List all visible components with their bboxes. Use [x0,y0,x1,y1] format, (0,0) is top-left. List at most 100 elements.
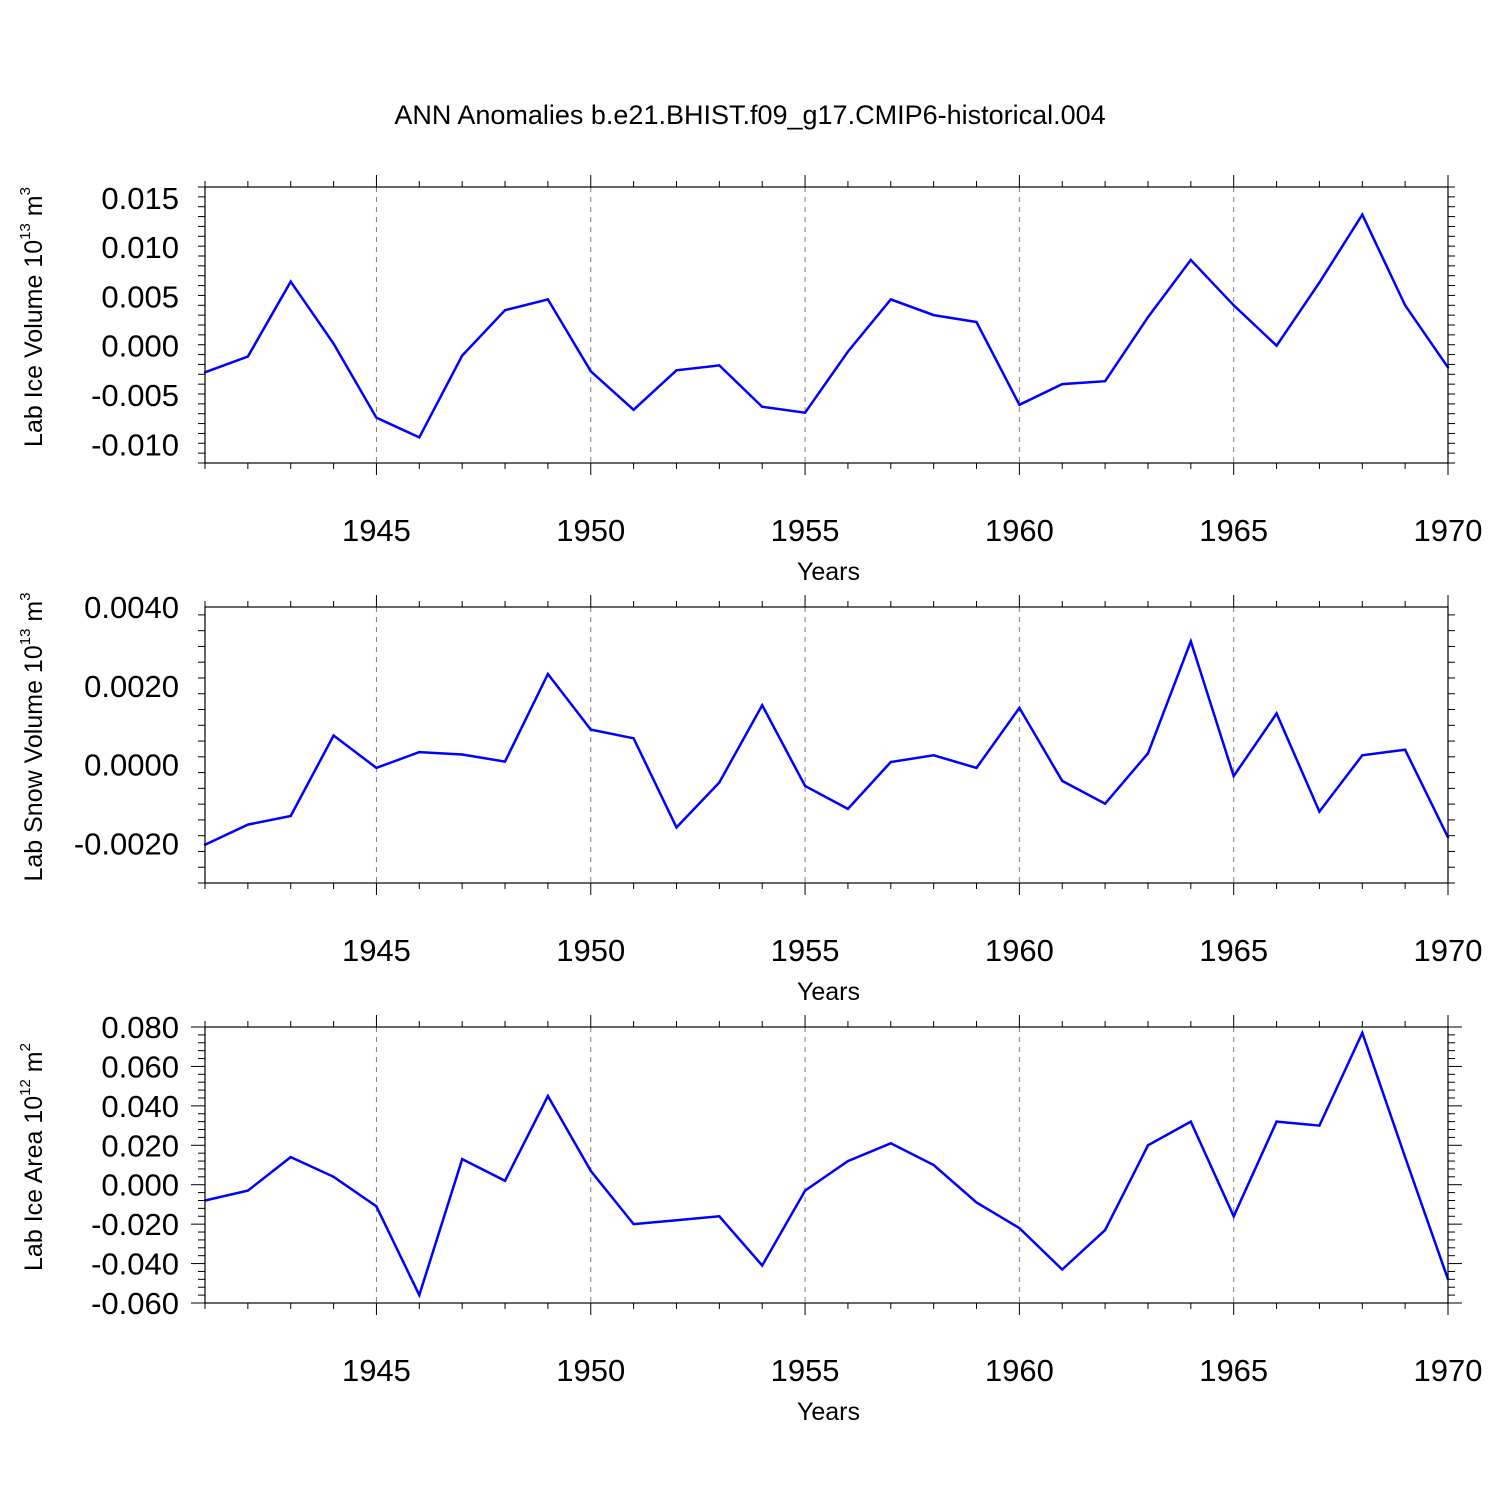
data-point [332,734,335,737]
y-axis-label-part: Lab Ice Area 10 [20,1096,48,1271]
data-point [1275,1120,1278,1123]
data-point [332,342,335,345]
panel-1: -0.010 -0.005 0.000 0.005 0.010 0.015 1945 1950… [17,175,1482,586]
data-point [1189,258,1193,262]
data-point [889,298,892,301]
y-axis-label-part: Lab Ice Volume 10 [20,240,48,447]
data-point [375,766,378,770]
data-point [632,408,635,411]
y-tick-label: -0.020 [91,1207,179,1242]
data-point [1061,1268,1064,1271]
data-point [589,370,592,373]
data-point [246,355,250,358]
x-axis-label: Years [797,1398,860,1426]
y-tick-label: 0.0040 [84,590,179,625]
x-tick-label: 1970 [1414,933,1483,968]
data-point [675,1219,678,1222]
data-point [1318,281,1321,284]
data-point [846,807,850,811]
data-point [418,750,421,754]
data-point [1403,748,1407,751]
y-tick-label: 0.015 [101,181,179,216]
data-point [675,369,678,372]
y-axis-label-part: m [20,195,48,223]
data-point [932,313,935,317]
data-point [589,1169,592,1173]
y-tick-label: 0.000 [101,329,179,364]
data-point [246,823,250,826]
panel-3: -0.060 -0.040 -0.020 0.000 0.020 0.040 0.060 0.… [17,1010,1482,1426]
y-axis-label-part: 12 [17,1079,34,1096]
x-tick-label: 1945 [342,1353,411,1388]
data-point [246,1189,250,1192]
y-axis-label-part: 3 [17,187,34,195]
data-point [289,1155,292,1159]
data-point [1232,304,1235,307]
data-point [1018,403,1021,407]
x-tick-label: 1965 [1199,513,1268,548]
y-tick-label: 0.040 [101,1089,179,1124]
y-axis-label: Lab Snow Volume 1013 m3 [17,592,48,881]
data-point [975,766,978,770]
data-point [1061,779,1064,783]
data-point [632,737,635,740]
data-point [1232,774,1235,778]
data-point [418,1293,421,1297]
x-tick-label: 1955 [771,513,840,548]
data-point [889,760,892,764]
data-point [418,436,421,439]
y-tick-label: 0.010 [101,230,179,265]
data-point [975,1201,978,1204]
data-point [761,405,764,409]
data-point [332,1175,335,1179]
data-point [503,1179,507,1182]
data-point [1189,1120,1193,1123]
x-tick-label: 1970 [1414,513,1483,548]
x-tick-label: 1950 [556,513,625,548]
data-point [846,1159,850,1163]
x-tick-label: 1955 [771,1353,840,1388]
data-point [761,703,764,707]
data-point [846,350,850,353]
y-axis-label-part: 13 [17,629,34,646]
data-point [803,784,807,788]
data-point [932,754,935,757]
x-axis-label: Years [797,978,860,1006]
y-tick-label: -0.0020 [74,827,179,862]
y-axis-label-part: m [20,1051,48,1079]
data-point [375,1205,378,1208]
data-point [1018,706,1021,710]
x-tick-label: 1970 [1414,1353,1483,1388]
data-point [503,760,507,763]
y-axis-label: Lab Ice Area 1012 m2 [17,1043,48,1271]
series-line [204,1029,1450,1299]
y-tick-label: -0.040 [91,1247,179,1282]
data-point [1318,1124,1321,1127]
x-tick-label: 1945 [342,933,411,968]
y-tick-label: 0.060 [101,1049,179,1084]
y-tick-label: 0.0000 [84,748,179,783]
data-point [975,320,978,324]
y-tick-label: 0.080 [101,1010,179,1045]
data-point [1403,1155,1407,1159]
data-point [1361,213,1364,216]
data-point [375,416,378,419]
data-point [718,364,721,367]
data-point [1361,754,1364,757]
data-point [932,1163,935,1167]
plot-frame [204,606,1449,884]
x-tick-label: 1950 [556,1353,625,1388]
chart-title: ANN Anomalies b.e21.BHIST.f09_g17.CMIP6-… [394,100,1105,130]
y-tick-label: -0.010 [91,427,179,462]
data-point [675,826,678,829]
y-tick-label: 0.0020 [84,669,179,704]
data-point [889,1142,892,1145]
plot-frame [204,1026,1449,1304]
data-point [289,280,292,283]
data-point [460,1157,464,1161]
data-point [1189,640,1193,643]
data-point [1103,1228,1107,1232]
y-tick-label: 0.020 [101,1128,179,1163]
x-tick-label: 1965 [1199,933,1268,968]
